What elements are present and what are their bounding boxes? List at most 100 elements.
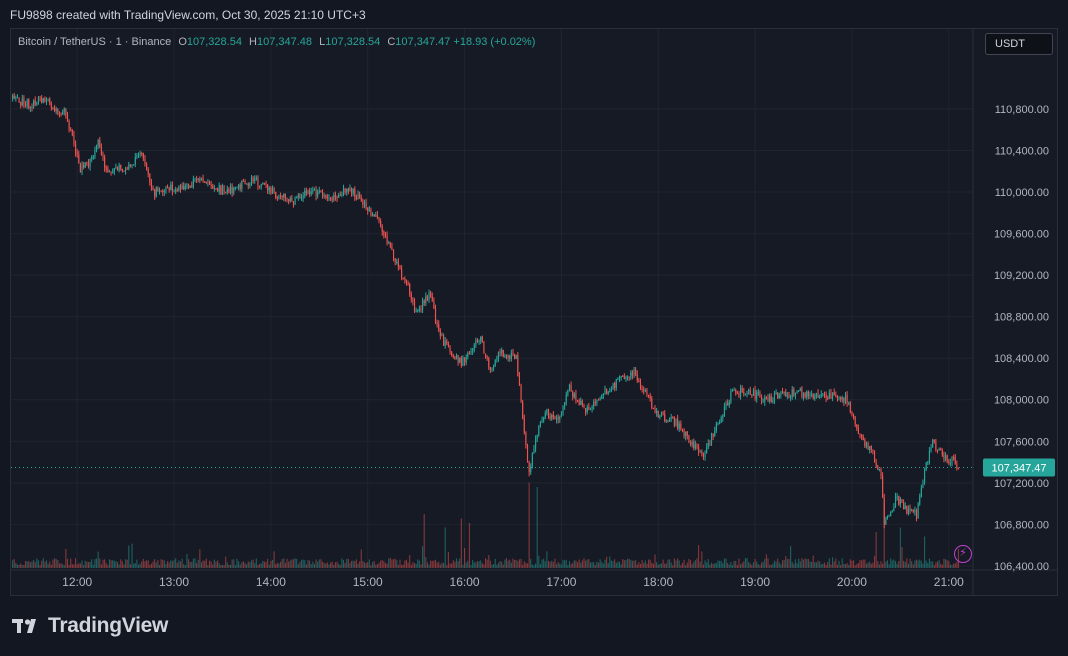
candle-body [899,499,901,505]
volume-bar [410,564,412,568]
candle-body [402,277,404,280]
candle-body [26,99,28,107]
candle-body [383,231,385,236]
candle-body [299,194,301,199]
volume-bar [310,564,312,568]
candle-body [157,187,159,192]
candle-body [152,187,154,191]
candle-body [836,395,838,399]
lightning-icon[interactable]: ⚡ [954,545,972,563]
candle-body [491,368,493,370]
volume-bar [39,564,41,568]
candle-body [97,140,99,146]
volume-bar [473,562,475,568]
candle-body [772,400,774,403]
candle-body [833,392,835,396]
chart-frame[interactable] [10,28,1058,596]
volume-bar [833,561,835,568]
volume-bar [843,563,845,568]
candle-body [773,393,776,401]
volume-bar [954,563,956,568]
volume-bar [302,559,304,568]
candle-body [715,423,717,431]
candle-body [593,402,595,407]
volume-bar [596,561,598,568]
candle-body [439,330,441,336]
candle-body [60,113,62,115]
candle-body [270,187,272,194]
volume-bar [397,564,399,568]
volume-bar [681,562,684,568]
candle-body [79,163,81,173]
candle-body [113,168,115,173]
candle-body [178,186,180,191]
candle-body [719,422,721,424]
candle-body [444,341,446,346]
volume-bar [167,561,169,568]
volume-bar [292,559,295,568]
currency-selector[interactable]: USDT [985,33,1053,55]
volume-bar [882,563,884,568]
candle-body [221,186,224,195]
volume-bar [712,563,714,568]
volume-bar [606,556,608,568]
volume-bar [612,560,614,568]
candle-body [759,392,761,397]
volume-bar [744,558,746,568]
volume-bar [788,558,790,568]
candle-body [801,388,803,397]
volume-bar [457,561,459,568]
volume-bar [260,563,262,568]
volume-bar [570,563,572,568]
candle-body [807,391,809,397]
volume-bar [948,561,950,568]
candle-body [12,95,14,99]
volume-bar [383,560,385,568]
candle-body [146,164,148,169]
candle-body [91,157,93,159]
candle-body [236,187,238,189]
candle-body [852,414,855,417]
volume-bar [449,563,451,568]
candle-body [757,392,759,394]
volume-bar [139,563,141,568]
candle-body [539,422,541,427]
volume-bar [720,560,722,568]
candle-body [137,154,140,156]
symbol-label[interactable]: Bitcoin / TetherUS · 1 · Binance [18,36,172,48]
open-value: 107,328.54 [186,36,242,48]
candle-body [168,187,170,191]
candle-body [843,397,845,403]
volume-bar [444,527,446,568]
candle-body [528,461,530,473]
candle-body [404,279,406,281]
last-price-line: 107,347.47 [11,458,1055,477]
volume-bar [677,558,679,568]
candle-body [323,195,325,197]
volume-bar [633,560,635,568]
volume-bar [296,558,298,568]
candle-body [376,215,378,218]
candle-body [307,190,309,194]
volume-bar [179,561,182,568]
candle-body [520,384,522,402]
close-value: 107,347.47 [395,36,451,48]
volume-bar [668,559,671,568]
volume-bar [552,562,554,568]
volume-bar [646,563,648,568]
time-tick-label: 12:00 [62,575,92,589]
candle-body [748,389,750,392]
volume-bar [777,558,779,568]
candle-body [321,191,324,196]
candle-body [217,188,219,192]
candle-body [609,390,611,392]
candle-body [743,391,745,395]
volume-bar [228,564,230,568]
volume-bar [725,558,727,568]
volume-bar [431,560,433,568]
candle-body [514,354,516,359]
volume-bar [344,562,346,568]
candle-body [392,249,395,259]
candle-body [478,340,480,342]
